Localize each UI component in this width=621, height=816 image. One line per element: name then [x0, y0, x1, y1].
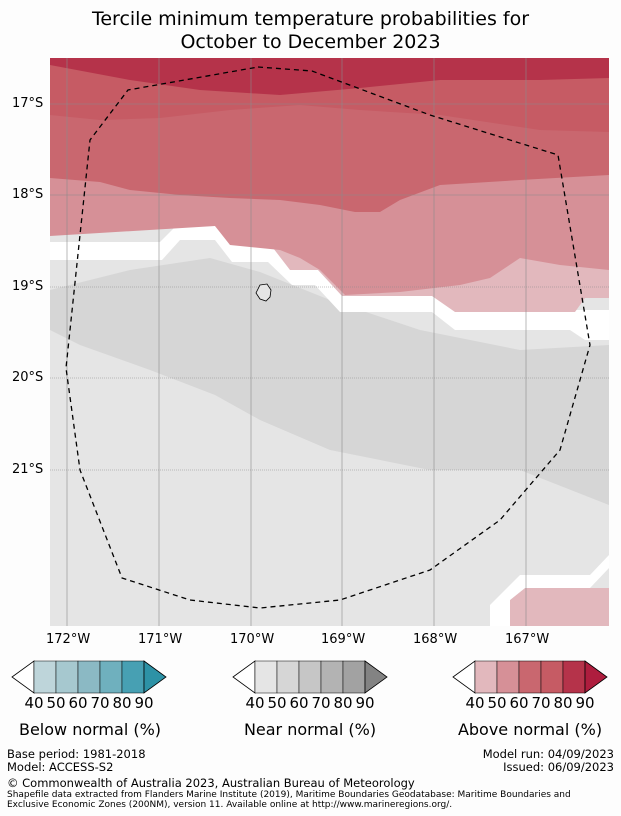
above-colorbar-low-extend [452, 660, 476, 694]
below-colorbar-bin [77, 660, 101, 694]
above-colorbar-tick: 60 [509, 694, 529, 712]
near-colorbar-bin [342, 660, 366, 694]
above-colorbar-tick: 90 [575, 694, 595, 712]
near-colorbar-bin [276, 660, 300, 694]
below-colorbar-bin [99, 660, 123, 694]
near-colorbar-tick: 80 [333, 694, 353, 712]
above-colorbar-bin [540, 660, 564, 694]
near-colorbar-bin [320, 660, 344, 694]
shapefile-credit-line1: Shapefile data extracted from Flanders M… [7, 790, 571, 800]
above-colorbar-tick: 70 [531, 694, 551, 712]
above-normal-se-patch [510, 588, 609, 626]
near-colorbar [232, 660, 388, 694]
model-run: Model run: 04/09/2023 [482, 747, 614, 761]
model-name: Model: ACCESS-S2 [7, 760, 114, 774]
lon-label-172w: 172°W [46, 632, 91, 647]
lat-label-21s: 21°S [12, 462, 44, 477]
above-colorbar-bin [474, 660, 498, 694]
lat-label-17s: 17°S [12, 96, 44, 111]
below-colorbar-high-extend [143, 660, 167, 694]
above-colorbar-tick: 40 [465, 694, 485, 712]
below-colorbar-bin [55, 660, 79, 694]
map-title-line1: Tercile minimum temperature probabilitie… [91, 8, 530, 30]
near-normal-50-60-region [50, 258, 609, 505]
below-normal-label: Below normal (%) [18, 720, 162, 739]
near-colorbar-tick: 90 [355, 694, 375, 712]
near-colorbar-high-extend [364, 660, 388, 694]
niue-island [255, 283, 272, 302]
probability-fields [50, 58, 609, 626]
below-colorbar-bin [121, 660, 145, 694]
above-normal-80-90-region [50, 58, 609, 95]
above-colorbar [452, 660, 608, 694]
above-colorbar-high-extend [584, 660, 608, 694]
below-colorbar-tick: 90 [134, 694, 154, 712]
eez-boundary [65, 66, 591, 609]
below-colorbar-tick: 70 [90, 694, 110, 712]
near-colorbar-tick: 60 [289, 694, 309, 712]
above-colorbar-bin [562, 660, 586, 694]
near-colorbar-low-extend [232, 660, 256, 694]
no-dominant-se-strip [490, 555, 609, 626]
above-colorbar-bin [518, 660, 542, 694]
above-colorbar-tick: 80 [553, 694, 573, 712]
below-colorbar-tick: 60 [68, 694, 88, 712]
copyright: © Commonwealth of Australia 2023, Austra… [7, 776, 415, 790]
below-colorbar [11, 660, 167, 694]
gridlines [50, 58, 609, 626]
near-colorbar-tick: 50 [267, 694, 287, 712]
issued-date: Issued: 06/09/2023 [503, 760, 614, 774]
near-colorbar-tick: 40 [245, 694, 265, 712]
near-colorbar-bin [254, 660, 278, 694]
below-colorbar-tick: 80 [112, 694, 132, 712]
map-title-line2: October to December 2023 [180, 31, 441, 53]
near-colorbar-bin [298, 660, 322, 694]
below-colorbar-bin [33, 660, 57, 694]
above-colorbar-bin [496, 660, 520, 694]
lon-label-170w: 170°W [230, 632, 275, 647]
lat-label-19s: 19°S [12, 279, 44, 294]
lat-label-20s: 20°S [12, 370, 44, 385]
lon-label-169w: 169°W [321, 632, 366, 647]
base-period: Base period: 1981-2018 [7, 747, 146, 761]
near-colorbar-tick: 70 [311, 694, 331, 712]
lon-label-171w: 171°W [138, 632, 183, 647]
below-colorbar-tick: 40 [24, 694, 44, 712]
lat-label-18s: 18°S [12, 187, 44, 202]
below-colorbar-tick: 50 [46, 694, 66, 712]
shapefile-credit-line2: Exclusive Economic Zones (200NM), versio… [7, 800, 453, 810]
lon-label-167w: 167°W [505, 632, 550, 647]
below-colorbar-low-extend [11, 660, 35, 694]
above-normal-label: Above normal (%) [457, 720, 603, 739]
near-normal-label: Near normal (%) [243, 720, 377, 739]
lon-label-168w: 168°W [413, 632, 458, 647]
above-colorbar-tick: 50 [487, 694, 507, 712]
